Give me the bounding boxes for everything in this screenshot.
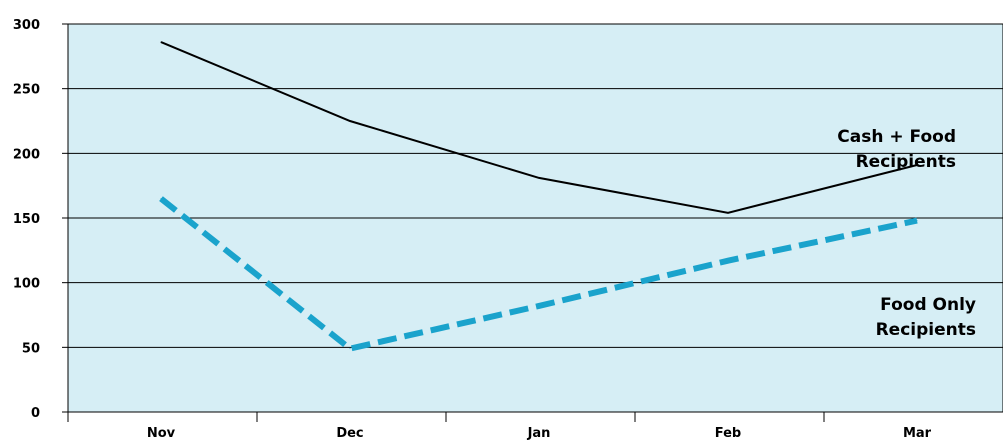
x-tick-label: Feb <box>715 426 741 441</box>
x-tick-label: Nov <box>147 426 176 441</box>
y-tick-label: 300 <box>13 18 40 33</box>
gridlines <box>68 88 1003 348</box>
series-label-food-only-line2: Recipients <box>876 320 976 340</box>
data-point <box>538 177 540 179</box>
y-tick-label: 100 <box>13 277 40 292</box>
series-label-cash-food-line2: Recipients <box>856 152 956 172</box>
data-point <box>727 260 729 262</box>
y-tick-label: 50 <box>22 341 40 356</box>
y-tick-label: 200 <box>13 147 40 162</box>
x-axis: Nov Dec Jan Feb Mar <box>67 412 932 441</box>
x-tick-label: Jan <box>527 426 551 441</box>
data-point <box>538 305 540 307</box>
y-axis: 0 50 100 150 200 250 300 <box>13 18 68 421</box>
y-tick-label: 150 <box>13 212 40 227</box>
y-tick-label: 0 <box>31 406 40 421</box>
data-point <box>727 212 729 214</box>
data-point <box>160 198 162 200</box>
data-point <box>160 41 162 43</box>
data-point <box>349 120 351 122</box>
series-lines <box>159 41 918 352</box>
data-point <box>916 164 918 166</box>
y-tick-label: 250 <box>13 83 40 98</box>
data-point <box>916 220 918 222</box>
series-label-food-only-line1: Food Only <box>880 295 976 315</box>
x-tick-label: Mar <box>903 426 932 441</box>
x-tick-label: Dec <box>336 426 363 441</box>
data-point <box>349 348 351 350</box>
series-label-cash-food-line1: Cash + Food <box>837 127 956 147</box>
